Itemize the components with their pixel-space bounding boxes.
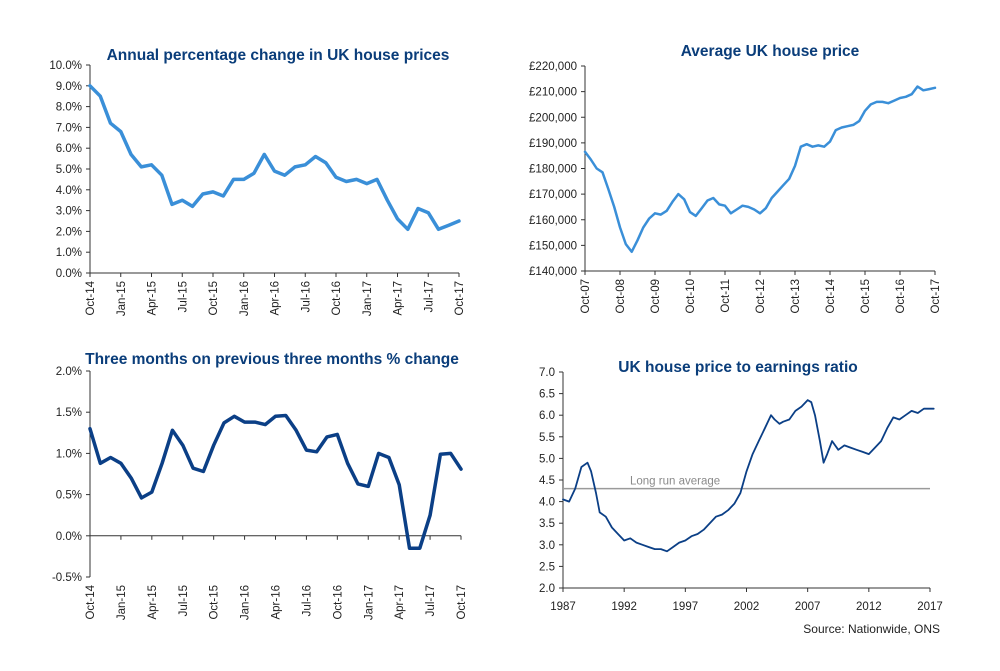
x-tick-label: Oct-17 — [456, 585, 468, 620]
annual-change-chart: Annual percentage change in UK house pri… — [49, 47, 466, 316]
x-tick-label: 2012 — [856, 601, 882, 613]
average-price-chart: Average UK house price £140,000 £150,000 £… — [529, 43, 942, 314]
x-tick-label: Jul-15 — [177, 281, 189, 312]
y-tick-label: £190,000 — [529, 138, 577, 150]
y-tick-label: 3.0% — [56, 206, 82, 218]
x-tick-label: Jan-15 — [116, 585, 128, 620]
y-tick-label: £160,000 — [529, 215, 577, 227]
x-tick-label: Oct-15 — [860, 279, 872, 314]
chart-title: Annual percentage change in UK house pri… — [107, 47, 450, 64]
x-tick-label: Oct-10 — [685, 279, 697, 314]
y-tick-label: 0.0% — [56, 531, 82, 543]
series-line — [583, 85, 937, 254]
y-tick-label: 7.0 — [539, 367, 555, 379]
y-tick-label: 10.0% — [49, 60, 82, 72]
x-tick-label: Oct-14 — [85, 280, 97, 315]
x-tick-label: Oct-07 — [580, 279, 592, 314]
y-tick-label: 5.0 — [539, 453, 555, 465]
x-tick-label: Apr-16 — [270, 281, 282, 316]
y-tick-label: 0.5% — [56, 490, 82, 502]
y-tick-label: 3.5 — [539, 518, 555, 530]
y-tick-label: 1.5% — [56, 407, 82, 419]
x-tick-label: Oct-15 — [209, 585, 221, 620]
x-tick-label: Jan-17 — [362, 281, 374, 316]
x-tick-label: 2002 — [734, 601, 760, 613]
x-tick-label: Oct-11 — [720, 279, 732, 313]
y-tick-label: £220,000 — [529, 61, 577, 73]
y-tick-label: 2.5 — [539, 561, 555, 573]
x-tick-label: Apr-17 — [393, 281, 405, 316]
x-tick-label: Jan-16 — [240, 585, 252, 620]
x-tick-label: Oct-14 — [825, 278, 837, 313]
y-tick-label: 3.0 — [539, 540, 555, 552]
chart-title: Three months on previous three months % … — [85, 351, 459, 368]
y-tick-label: 5.0% — [56, 164, 82, 176]
source-note: Source: Nationwide, ONS — [803, 622, 940, 636]
y-tick-label: 2.0% — [56, 366, 82, 378]
x-tick-label: Jul-17 — [425, 585, 437, 616]
y-tick-label: 5.5 — [539, 432, 555, 444]
x-tick-label: Jul-16 — [300, 281, 312, 312]
series-line — [88, 84, 461, 232]
three-month-change-chart: Three months on previous three months % … — [52, 351, 468, 620]
y-tick-label: £140,000 — [529, 266, 577, 278]
series-line — [88, 413, 463, 550]
x-tick-label: Jul-15 — [178, 585, 190, 616]
chart-title: Average UK house price — [681, 43, 860, 60]
x-tick-label: Jan-16 — [239, 281, 251, 316]
y-tick-label: £200,000 — [529, 112, 577, 124]
x-tick-label: Jul-16 — [301, 585, 313, 616]
x-tick-label: Oct-13 — [790, 279, 802, 314]
chart-title: UK house price to earnings ratio — [618, 359, 857, 376]
y-tick-label: £150,000 — [529, 240, 577, 252]
y-tick-label: 7.0% — [56, 122, 82, 134]
x-tick-label: 2007 — [795, 601, 821, 613]
x-tick-label: Oct-17 — [930, 279, 942, 314]
y-tick-label: 0.0% — [56, 268, 82, 280]
y-tick-label: 1.0% — [56, 247, 82, 259]
y-tick-label: 1.0% — [56, 448, 82, 460]
y-tick-label: 9.0% — [56, 81, 82, 93]
x-tick-label: Apr-15 — [147, 281, 159, 316]
x-tick-label: Oct-14 — [85, 584, 97, 619]
y-tick-label: £170,000 — [529, 189, 577, 201]
x-tick-label: Jan-15 — [116, 281, 128, 316]
series-line — [562, 399, 935, 553]
x-tick-label: Apr-16 — [271, 585, 283, 620]
x-tick-label: Oct-08 — [615, 279, 627, 314]
x-tick-label: 1992 — [611, 601, 637, 613]
y-tick-label: 6.0 — [539, 410, 555, 422]
price-to-earnings-chart: UK house price to earnings ratio 2.0 2.5 3… — [539, 359, 943, 613]
x-tick-label: Apr-15 — [147, 585, 159, 620]
y-tick-label: 8.0% — [56, 102, 82, 114]
y-tick-label: 4.0 — [539, 497, 555, 509]
x-tick-label: Jan-17 — [363, 585, 375, 620]
x-tick-label: Oct-16 — [332, 585, 344, 620]
x-tick-label: Oct-16 — [895, 279, 907, 314]
long-run-average-label: Long run average — [630, 476, 720, 488]
x-tick-label: Jul-17 — [423, 281, 435, 312]
x-tick-label: Oct-12 — [755, 279, 767, 314]
x-tick-label: 1997 — [673, 601, 699, 613]
x-tick-label: Apr-17 — [394, 585, 406, 620]
y-tick-label: 4.5 — [539, 475, 555, 487]
x-tick-label: Oct-15 — [208, 281, 220, 316]
y-tick-label: 2.0% — [56, 226, 82, 238]
y-tick-label: £180,000 — [529, 164, 577, 176]
x-tick-label: 1987 — [550, 601, 576, 613]
x-tick-label: Oct-17 — [454, 281, 466, 316]
y-tick-label: 6.5 — [539, 389, 555, 401]
y-tick-label: £210,000 — [529, 87, 577, 99]
x-tick-label: 2017 — [917, 601, 943, 613]
x-tick-label: Oct-16 — [331, 281, 343, 316]
y-tick-label: -0.5% — [52, 572, 82, 584]
y-tick-label: 2.0 — [539, 583, 555, 595]
y-tick-label: 4.0% — [56, 185, 82, 197]
x-tick-label: Oct-09 — [650, 279, 662, 314]
y-tick-label: 6.0% — [56, 143, 82, 155]
